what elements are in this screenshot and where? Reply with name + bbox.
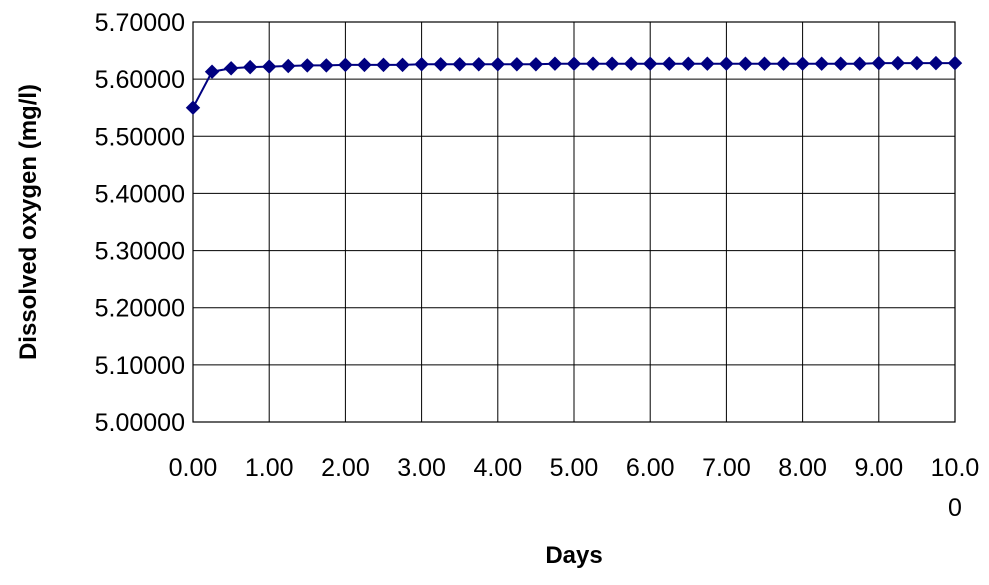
data-point	[757, 56, 772, 71]
data-point	[566, 56, 582, 71]
x-tick-label: 7.00	[702, 454, 751, 482]
x-tick-label: 1.00	[245, 454, 294, 482]
data-point	[395, 57, 410, 73]
data-point	[376, 57, 391, 73]
x-tick-label: 6.00	[626, 454, 675, 482]
x-axis-tick-labels: 0.00 1.00 2.00 3.00 4.00 5.00 6.00 7.00 8.00 9.00…	[169, 454, 980, 522]
data-point	[890, 55, 906, 71]
y-tick-label: 5.30000	[95, 238, 185, 266]
data-point	[623, 56, 639, 71]
data-point	[509, 57, 525, 72]
data-point	[681, 56, 696, 71]
data-point	[909, 55, 925, 71]
data-series-layer	[185, 55, 963, 115]
data-point	[738, 56, 753, 71]
y-tick-label: 5.00000	[95, 409, 185, 437]
data-point	[528, 57, 544, 72]
data-point	[642, 56, 658, 71]
data-point	[795, 56, 810, 71]
data-point	[319, 58, 334, 73]
x-tick-label: 8.00	[778, 454, 827, 482]
data-point	[223, 61, 239, 76]
data-point	[852, 56, 867, 71]
x-tick-label: 5.00	[550, 454, 599, 482]
data-point	[490, 57, 506, 72]
data-point	[776, 56, 791, 71]
data-point	[871, 55, 887, 71]
y-tick-label: 5.10000	[95, 352, 185, 380]
x-tick-label: 10.0 0	[931, 454, 980, 522]
data-point	[604, 56, 620, 71]
x-axis-title: Days	[545, 542, 602, 569]
data-point	[719, 56, 734, 71]
data-point	[300, 58, 315, 73]
x-tick-label: 0.00	[169, 454, 218, 482]
y-tick-label: 5.20000	[95, 295, 185, 323]
data-point	[947, 55, 963, 71]
x-tick-label: 9.00	[854, 454, 903, 482]
data-point	[414, 57, 429, 72]
data-point	[928, 55, 944, 71]
data-point	[433, 57, 448, 72]
data-point	[185, 100, 201, 115]
data-point	[833, 56, 848, 71]
data-point	[662, 56, 677, 71]
data-point	[338, 57, 353, 73]
data-point	[585, 56, 601, 71]
y-axis-title: Dissolved oxygen (mg/l)	[15, 84, 42, 360]
y-axis-tick-labels: 5.00000 5.10000 5.20000 5.30000 5.40000 5.500…	[95, 9, 185, 437]
data-point	[281, 58, 296, 74]
data-point	[700, 56, 715, 71]
data-point	[357, 57, 372, 73]
data-point	[204, 64, 220, 79]
data-point	[814, 56, 829, 71]
x-tick-label: 2.00	[321, 454, 370, 482]
x-tick-label: 4.00	[473, 454, 522, 482]
data-point	[452, 57, 467, 72]
grid-lines	[192, 21, 956, 423]
y-tick-label: 5.70000	[95, 9, 185, 37]
plot-area-frame	[192, 21, 956, 423]
data-point	[471, 57, 486, 72]
x-tick-label: 3.00	[397, 454, 446, 482]
y-tick-label: 5.50000	[95, 123, 185, 151]
data-point	[261, 59, 277, 74]
data-point	[547, 56, 563, 71]
y-tick-label: 5.60000	[95, 66, 185, 94]
y-tick-label: 5.40000	[95, 180, 185, 208]
data-point	[242, 59, 258, 75]
